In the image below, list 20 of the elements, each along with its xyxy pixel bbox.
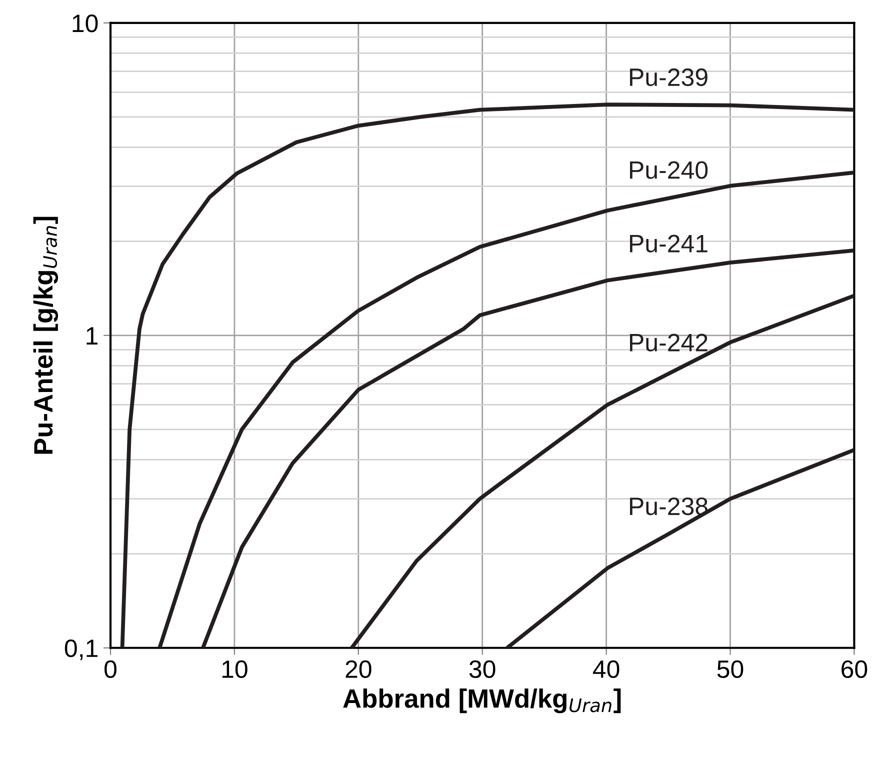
y-tick-label: 0,1 [64, 639, 98, 660]
x-tick-label: 20 [346, 660, 372, 678]
series-label: Pu-239 [630, 68, 708, 86]
series-label: Pu-238 [630, 498, 708, 516]
series-label: Pu-241 [630, 234, 708, 252]
x-tick-label: 60 [842, 660, 868, 678]
line-series [505, 448, 854, 648]
x-tick-label: 30 [469, 660, 496, 678]
x-tick-label: 40 [592, 660, 620, 678]
x-tick-label: 10 [222, 660, 248, 678]
x-axis-title: Abbrand [MWd/kg$_{Uran}$] [343, 688, 621, 714]
line-series [120, 102, 854, 648]
y-tick-label: 10 [72, 14, 98, 32]
x-tick-label: 50 [717, 660, 744, 678]
x-tick-label: 0 [104, 660, 116, 678]
line-series [350, 294, 854, 648]
series-label: Pu-240 [630, 161, 708, 179]
y-axis-title: Pu-Anteil [g/kg$_{Uran}$] [33, 216, 58, 454]
y-tick-label: 1 [86, 327, 98, 344]
series-label: Pu-242 [630, 334, 708, 352]
